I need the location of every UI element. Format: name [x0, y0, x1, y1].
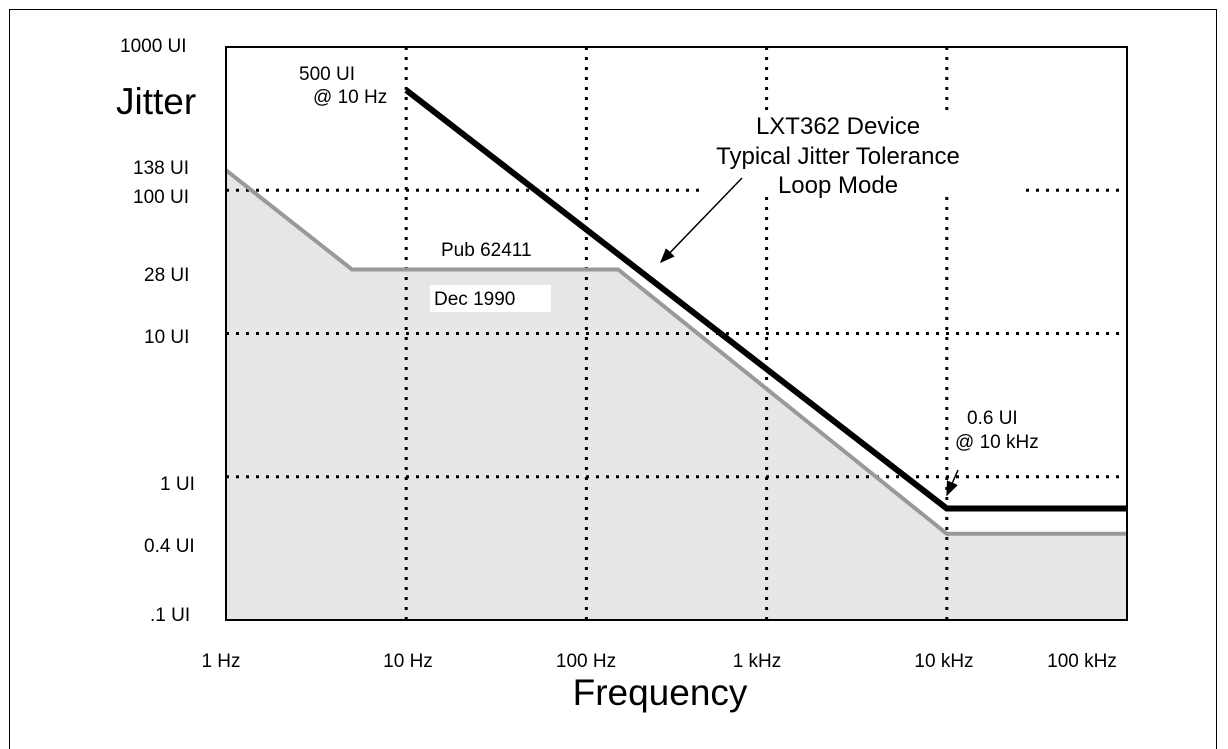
series-layer: [224, 87, 1127, 536]
right-note-line: 0.6 UI: [967, 408, 1018, 429]
chart-title: LXT362 Device Typical Jitter Tolerance L…: [700, 111, 1020, 199]
y-tick-label: 100 UI: [133, 187, 189, 208]
top-note: 500 UI @ 10 Hz: [299, 64, 387, 108]
right-note-backdrop: [952, 404, 1082, 460]
figure-frame: [9, 9, 1217, 749]
right-note: 0.6 UI @ 10 kHz: [952, 404, 1082, 460]
title-line: LXT362 Device: [756, 113, 920, 140]
x-tick-label: 1 kHz: [733, 651, 782, 672]
top-note-line: @ 10 Hz: [313, 87, 387, 108]
title-line: Typical Jitter Tolerance: [716, 143, 960, 170]
x-tick-label: 1 Hz: [201, 651, 240, 672]
y-tick-label: 28 UI: [144, 265, 189, 286]
x-tick-label: 100 Hz: [556, 651, 616, 672]
plot-border: [225, 46, 1128, 621]
x-tick-label: 10 kHz: [914, 651, 973, 672]
dec-label-backdrop: [430, 285, 551, 312]
mask-area: [226, 170, 1127, 620]
y-axis-title: Jitter: [116, 81, 196, 122]
y-tick-label: 10 UI: [144, 327, 189, 348]
title-backdrop: [700, 111, 1020, 197]
y-tick-label: .1 UI: [150, 605, 190, 626]
top-note-line: 500 UI: [299, 64, 355, 85]
pub-62411-mask-line: [224, 168, 1127, 536]
right-note-arrow: [946, 469, 959, 497]
pub-label: Pub 62411: [438, 236, 546, 262]
x-tick-label: 100 kHz: [1047, 651, 1117, 672]
y-tick-label: 1000 UI: [120, 36, 187, 57]
y-tick-label: 1 UI: [160, 474, 195, 495]
pub-label-backdrop: [438, 236, 546, 262]
title-line: Loop Mode: [778, 172, 898, 199]
title-arrow: [659, 177, 743, 264]
pub-label-text: Pub 62411: [441, 240, 532, 261]
y-tick-label: 0.4 UI: [144, 536, 195, 557]
dec-label: Dec 1990: [430, 285, 551, 312]
y-tick-label: 138 UI: [133, 158, 189, 179]
y-tick-labels: 1000 UI 138 UI 100 UI 28 UI 10 UI 1 UI 0…: [120, 36, 195, 626]
dec-label-text: Dec 1990: [434, 289, 515, 310]
right-note-line: @ 10 kHz: [955, 432, 1039, 453]
lxt362-tolerance-line: [404, 87, 1127, 512]
x-axis-title: Frequency: [573, 672, 748, 713]
x-tick-labels: 1 Hz 10 Hz 100 Hz 1 kHz 10 kHz 100 kHz: [201, 651, 1116, 672]
x-tick-label: 10 Hz: [383, 651, 433, 672]
